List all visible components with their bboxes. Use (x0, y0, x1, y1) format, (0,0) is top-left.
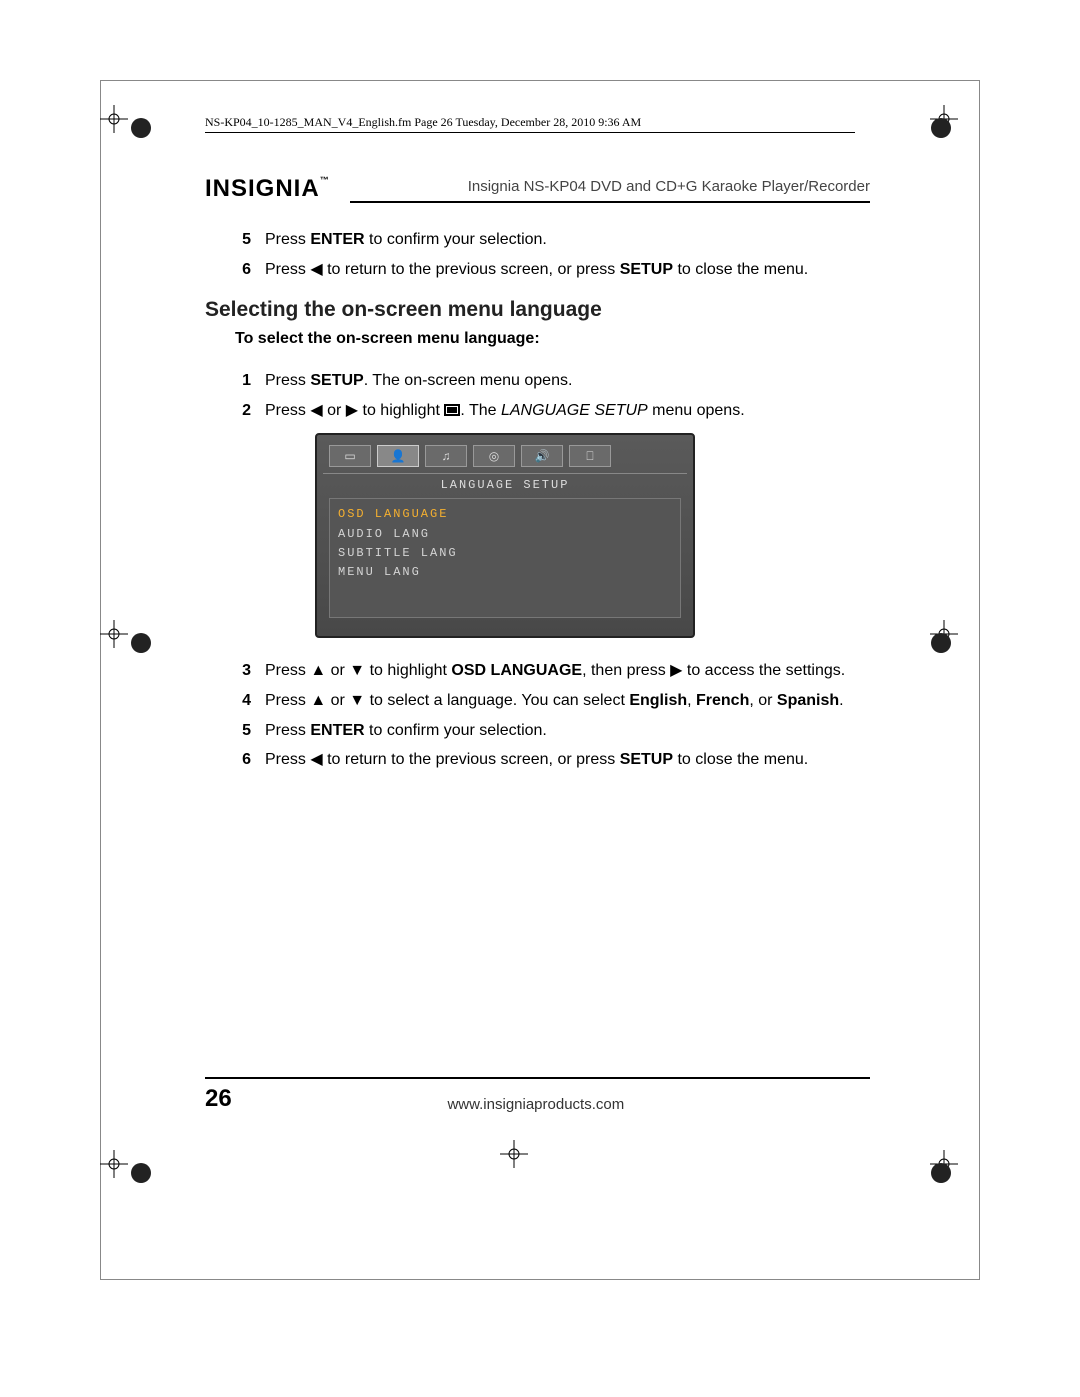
step-number: 4 (235, 690, 251, 712)
crop-mark (100, 105, 128, 133)
step-number: 2 (235, 400, 251, 422)
step-text: Press SETUP. The on-screen menu opens. (265, 370, 870, 392)
menu-item: MENU LANG (338, 563, 672, 582)
reg-dot (930, 1162, 952, 1184)
step-text: Press ◀ to return to the previous screen… (265, 259, 870, 281)
menu-title: LANGUAGE SETUP (323, 478, 687, 492)
steps-b: 3 Press ▲ or ▼ to highlight OSD LANGUAGE,… (235, 660, 870, 770)
step-text: Press ENTER to confirm your selection. (265, 720, 870, 742)
step: 2 Press ◀ or ▶ to highlight . The LANGUAG… (235, 400, 870, 422)
header-meta: NS-KP04_10-1285_MAN_V4_English.fm Page 2… (205, 115, 855, 133)
step: 3 Press ▲ or ▼ to highlight OSD LANGUAGE,… (235, 660, 870, 682)
reg-dot (130, 1162, 152, 1184)
menu-tab: ▭ (329, 445, 371, 467)
step: 4 Press ▲ or ▼ to select a language. You … (235, 690, 870, 712)
menu-tab: ◎ (473, 445, 515, 467)
intro-steps: 5 Press ENTER to confirm your selection. 6… (235, 229, 870, 280)
menu-body: OSD LANGUAGEAUDIO LANGSUBTITLE LANGMENU … (329, 498, 681, 618)
step-text: Press ▲ or ▼ to select a language. You c… (265, 690, 870, 712)
section-subhead: To select the on-screen menu language: (235, 330, 870, 348)
menu-screenshot: ▭ 👤 ♫ ◎ 🔊 ⎕ LANGUAGE SETUP OSD LANGUAGEAUDIO … (315, 433, 695, 638)
menu-tabs: ▭ 👤 ♫ ◎ 🔊 ⎕ (323, 441, 687, 474)
step-text: Press ENTER to confirm your selection. (265, 229, 870, 251)
reg-dot (930, 632, 952, 654)
step: 5 Press ENTER to confirm your selection. (235, 229, 870, 251)
crop-mark (100, 1150, 128, 1178)
crop-mark (500, 1140, 528, 1168)
step-number: 6 (235, 749, 251, 771)
step: 6 Press ◀ to return to the previous scree… (235, 259, 870, 281)
page-number: 26 (205, 1085, 232, 1113)
step-number: 6 (235, 259, 251, 281)
step-text: Press ▲ or ▼ to highlight OSD LANGUAGE, … (265, 660, 870, 682)
step-number: 5 (235, 720, 251, 742)
menu-tab: 🔊 (521, 445, 563, 467)
steps-a: 1 Press SETUP. The on-screen menu opens. 2… (235, 370, 870, 421)
menu-item: SUBTITLE LANG (338, 544, 672, 563)
page-content: INSIGNIA™ Insignia NS-KP04 DVD and CD+G … (205, 175, 870, 779)
brand-row: INSIGNIA™ Insignia NS-KP04 DVD and CD+G … (205, 175, 870, 207)
crop-mark (100, 620, 128, 648)
reg-dot (130, 632, 152, 654)
menu-tab: 👤 (377, 445, 419, 467)
menu-tab: ♫ (425, 445, 467, 467)
step-number: 1 (235, 370, 251, 392)
step-number: 5 (235, 229, 251, 251)
reg-dot (930, 117, 952, 139)
product-title: Insignia NS-KP04 DVD and CD+G Karaoke Pl… (350, 178, 870, 203)
menu-tab: ⎕ (569, 445, 611, 467)
step: 5 Press ENTER to confirm your selection. (235, 720, 870, 742)
footer-url: www.insigniaproducts.com (447, 1096, 624, 1113)
menu-item: AUDIO LANG (338, 525, 672, 544)
step-number: 3 (235, 660, 251, 682)
reg-dot (130, 117, 152, 139)
step-text: Press ◀ to return to the previous screen… (265, 749, 870, 771)
page-footer: 26 www.insigniaproducts.com (205, 1077, 870, 1113)
step-text: Press ◀ or ▶ to highlight . The LANGUAGE… (265, 400, 870, 422)
language-icon (444, 404, 460, 416)
menu-item: OSD LANGUAGE (338, 505, 672, 524)
step: 6 Press ◀ to return to the previous scree… (235, 749, 870, 771)
brand-logo: INSIGNIA™ (205, 175, 330, 203)
section-title: Selecting the on-screen menu language (205, 298, 870, 322)
step: 1 Press SETUP. The on-screen menu opens. (235, 370, 870, 392)
